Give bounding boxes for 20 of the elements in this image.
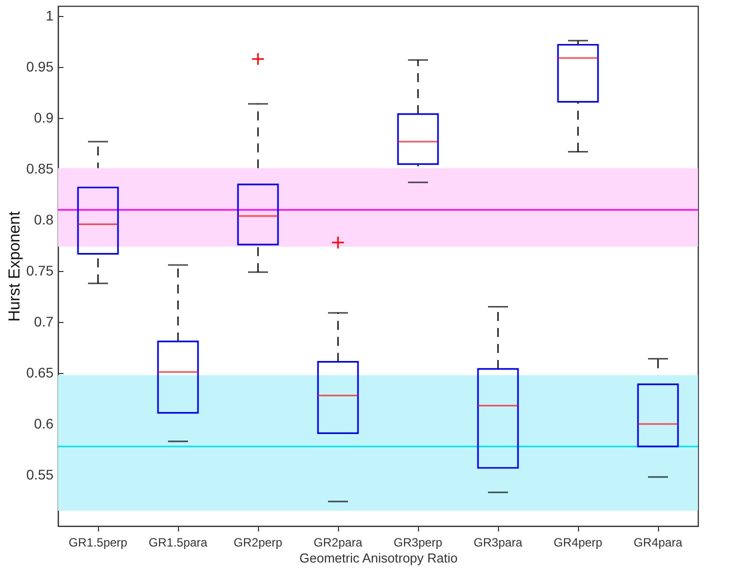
- x-tick-label: GR2para: [314, 536, 363, 550]
- y-tick-label: 0.6: [34, 416, 54, 432]
- x-tick-label: GR2perp: [234, 536, 283, 550]
- x-axis-title: Geometric Anisotropy Ratio: [299, 550, 458, 566]
- y-tick-label: 1: [46, 8, 54, 24]
- y-axis-title: Hurst Exponent: [6, 210, 24, 322]
- x-tick-label: GR4perp: [554, 536, 603, 550]
- y-tick-label: 0.85: [26, 160, 54, 177]
- y-tick-label: 0.55: [26, 466, 54, 483]
- y-tick-label: 0.7: [34, 314, 54, 330]
- x-tick-label: GR1.5perp: [68, 536, 128, 550]
- y-tick-label: 0.95: [26, 58, 54, 75]
- y-tick-label: 0.75: [26, 262, 54, 279]
- y-tick-label: 0.65: [26, 364, 54, 381]
- y-tick-label: 0.9: [34, 110, 54, 126]
- x-tick-label: GR1.5para: [148, 536, 208, 550]
- y-tick-label: 0.8: [34, 212, 54, 228]
- x-tick-label: GR3para: [474, 536, 523, 550]
- x-tick-label: GR4para: [634, 536, 683, 550]
- x-tick-label: GR3perp: [394, 536, 443, 550]
